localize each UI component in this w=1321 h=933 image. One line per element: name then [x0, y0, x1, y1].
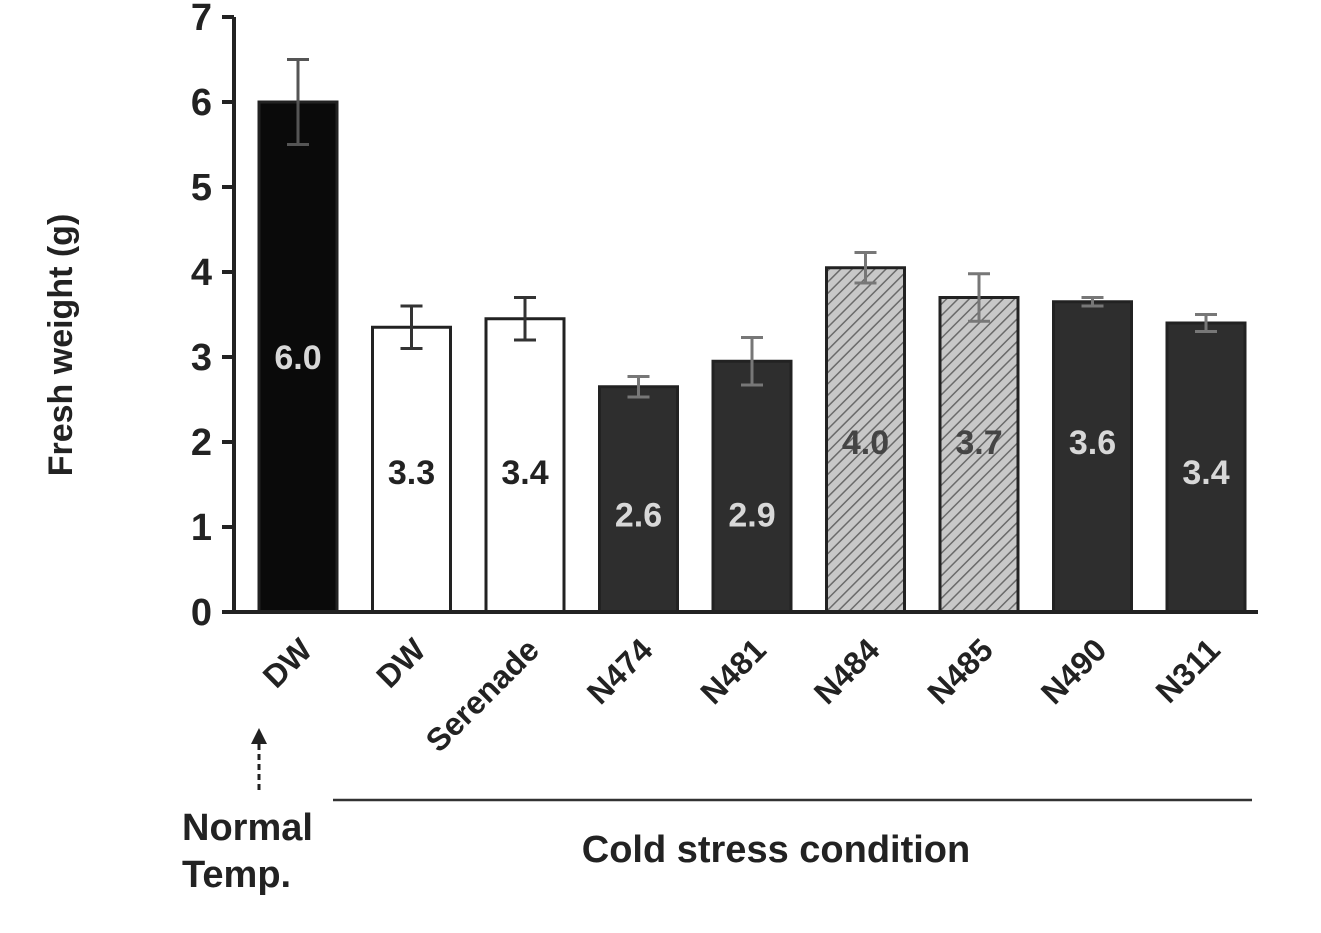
- x-tick-label: DW: [256, 631, 320, 695]
- normal-temp-label-line1: Normal: [182, 807, 313, 849]
- bar-n485: [938, 296, 1020, 614]
- bars: 6.0 3.3 3.4 2.6 2.9 4.0 3.7 3.6 3.4: [257, 58, 1247, 614]
- bar-value-label: 3.4: [501, 454, 548, 492]
- x-tick-label: N474: [580, 631, 660, 711]
- bar-value-label: 3.6: [1069, 424, 1116, 462]
- y-tick-label: 2: [191, 422, 212, 464]
- x-tick-label: N481: [693, 631, 773, 711]
- x-tick-label: Serenade: [419, 631, 546, 758]
- bar-value-label: 3.7: [955, 424, 1002, 462]
- bar-value-label: 6.0: [274, 339, 321, 377]
- x-tick-label: N484: [807, 631, 887, 711]
- x-tick-label: DW: [369, 631, 433, 695]
- normal-temp-annotation: Normal Temp.: [182, 728, 313, 896]
- bar-value-label: 2.6: [615, 496, 662, 534]
- y-tick-label: 6: [191, 82, 212, 124]
- x-tick-label: N485: [920, 631, 1000, 711]
- bar-value-label: 2.9: [728, 496, 775, 534]
- y-tick-label: 3: [191, 337, 212, 379]
- bar-serenade: [484, 317, 566, 614]
- x-tick-label: N311: [1149, 631, 1227, 709]
- y-tick-label: 0: [191, 592, 212, 634]
- bar-value-label: 3.3: [388, 454, 435, 492]
- bar-value-label: 3.4: [1182, 454, 1229, 492]
- bar-n311: [1165, 321, 1247, 614]
- bar-value-label: 4.0: [842, 424, 889, 462]
- x-tick-label: N490: [1034, 631, 1114, 711]
- y-tick-label: 4: [191, 252, 212, 294]
- bar-n481: [711, 359, 793, 614]
- normal-temp-label-line2: Temp.: [182, 854, 291, 896]
- y-tick-label: 5: [191, 167, 212, 209]
- cold-stress-label: Cold stress condition: [582, 829, 970, 871]
- y-tick-label: 7: [191, 0, 212, 39]
- y-axis: 0 1 2 3 4 5 6 7: [191, 0, 236, 634]
- cold-stress-annotation: Cold stress condition: [333, 798, 1252, 871]
- y-tick-label: 1: [191, 507, 212, 549]
- arrow-up-icon: [251, 728, 267, 744]
- y-axis-title: Fresh weight (g): [42, 214, 80, 477]
